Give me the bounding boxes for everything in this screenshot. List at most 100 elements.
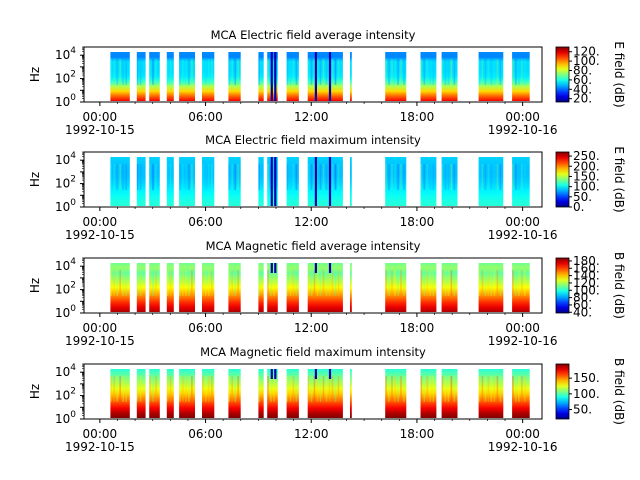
spectrogram-texture [316, 164, 319, 190]
spectrogram-texture [496, 376, 499, 402]
spectrogram-texture [310, 376, 313, 402]
spectrogram-texture [499, 59, 502, 85]
panel-title: MCA Magnetic field average intensity [206, 239, 421, 253]
spectrogram-texture [119, 270, 121, 296]
spectrogram-texture [166, 59, 169, 85]
spectrogram-interval [179, 157, 195, 206]
colorbar-tick-label: 120. [573, 45, 600, 59]
spectrogram-texture [267, 59, 269, 85]
spectrogram-texture [182, 164, 184, 190]
x-tick-label: 00:00 [83, 215, 118, 229]
x-tick-date: 1992-10-15 [65, 334, 135, 348]
spectrogram-texture [394, 59, 396, 85]
spectrogram-texture [521, 270, 523, 296]
spectrogram-interval [149, 157, 160, 206]
spectrogram-interval [110, 369, 130, 418]
colorbar-tick-label: 160. [573, 261, 600, 275]
spectrogram-texture [208, 270, 210, 296]
x-tick-label: 06:00 [188, 110, 223, 124]
spectrogram-texture [139, 270, 142, 296]
spectrogram-texture [185, 270, 187, 296]
spectrogram-interval [512, 369, 530, 418]
spectrogram-texture [524, 59, 526, 85]
spectrogram-texture [179, 164, 181, 190]
spectrogram-interval [385, 157, 407, 206]
y-axis-label: Hz [28, 278, 42, 293]
spectrogram-texture [447, 270, 450, 296]
x-tick-label: 00:00 [505, 215, 540, 229]
spectrogram-texture [237, 376, 239, 402]
spectrogram-interval [478, 52, 504, 101]
spectrogram-texture [331, 270, 334, 296]
spectrogram-texture [496, 59, 499, 85]
spectrogram-texture [237, 59, 239, 85]
spectrogram-texture [394, 164, 396, 190]
spectrogram-texture [273, 270, 275, 296]
spectrogram-texture [319, 164, 322, 190]
x-tick-label: 18:00 [400, 427, 435, 441]
spectrogram-texture [149, 270, 151, 296]
x-tick-date: 1992-10-16 [488, 440, 558, 454]
spectrogram-texture [149, 376, 151, 402]
colorbar-tick-label: 40. [573, 82, 592, 96]
spectrogram-texture [267, 270, 269, 296]
spectrogram-texture [289, 59, 292, 85]
y-tick-label: 100 [55, 410, 76, 426]
spectrogram-spike [328, 263, 332, 273]
spectrogram-texture [182, 376, 184, 402]
spectrogram-texture [487, 164, 490, 190]
spectrogram-interval [420, 263, 437, 312]
spectrogram-spike [270, 157, 273, 206]
spectrogram-texture [400, 164, 402, 190]
spectrogram-texture [478, 376, 481, 402]
spectrogram-texture [521, 164, 523, 190]
spectrogram-texture [423, 376, 426, 402]
x-tick-date: 1992-10-16 [488, 228, 558, 242]
spectrogram-texture [211, 376, 213, 402]
colorbar-tick-label: 100. [573, 180, 600, 194]
spectrogram-texture [307, 376, 310, 402]
spectrogram-texture [521, 376, 523, 402]
x-tick-label: 00:00 [83, 321, 118, 335]
spectrogram-spike [274, 52, 277, 101]
spectrogram-texture [185, 59, 187, 85]
spectrogram-texture [319, 270, 322, 296]
spectrogram-spike [314, 157, 317, 206]
spectrogram-texture [518, 376, 520, 402]
spectrogram-texture [524, 164, 526, 190]
spectrogram-interval [441, 369, 458, 418]
x-tick-date: 1992-10-15 [65, 228, 135, 242]
spectrogram-texture [169, 164, 172, 190]
spectrogram-interval [149, 369, 160, 418]
spectrogram-texture [295, 164, 298, 190]
spectrogram-texture [307, 164, 310, 190]
spectrogram-texture [388, 59, 390, 85]
spectrogram-interval [179, 369, 195, 418]
spectrogram-texture [139, 376, 142, 402]
spectrogram-texture [397, 270, 399, 296]
spectrogram-texture [420, 164, 423, 190]
spectrogram-texture [325, 270, 328, 296]
spectrogram-interval [441, 263, 458, 312]
spectrogram-interval [420, 369, 437, 418]
spectrogram-texture [136, 270, 139, 296]
spectrogram-texture [484, 164, 487, 190]
spectrogram-texture [385, 164, 387, 190]
spectrogram-texture [518, 164, 520, 190]
spectrogram-texture [331, 376, 334, 402]
spectrogram-texture [191, 164, 193, 190]
spectrogram-texture [432, 59, 435, 85]
spectrogram-texture [182, 270, 184, 296]
colorbar-tick-label: 120. [573, 276, 600, 290]
spectrogram-texture [231, 376, 233, 402]
spectrogram-texture [267, 376, 269, 402]
colorbar-tick-label: 80. [573, 64, 592, 78]
colorbar-tick-label: 40. [573, 305, 592, 319]
spectrogram-texture [237, 270, 239, 296]
spectrogram-texture [325, 164, 328, 190]
colorbar-tick-label: 100. [573, 283, 600, 297]
spectrogram-texture [394, 270, 396, 296]
spectrogram-texture [292, 59, 295, 85]
spectrogram-panel: MCA Electric field maximum intensity Hz 10… [28, 133, 626, 242]
